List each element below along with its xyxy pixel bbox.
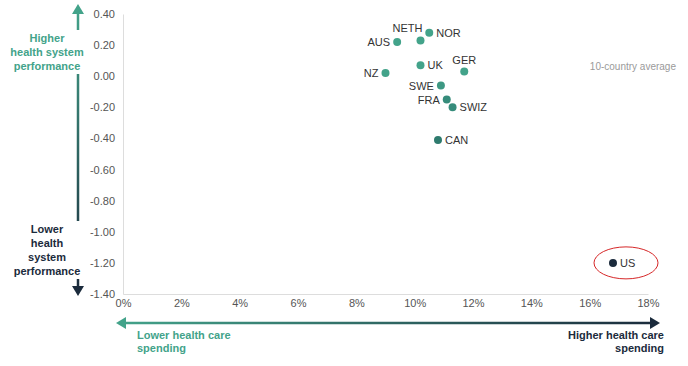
y-arrow-head-down	[72, 286, 84, 296]
point	[417, 61, 425, 69]
y-tick: -0.40	[90, 132, 123, 144]
y-tick: 0.20	[94, 39, 123, 51]
point-label: NZ	[364, 67, 379, 79]
y-axis-label: system	[28, 251, 66, 263]
x-tick-label: 10%	[404, 297, 426, 309]
x-tick-label: 4%	[232, 297, 248, 309]
y-tick-label: -0.60	[90, 164, 115, 176]
y-axis-label: Lower	[31, 223, 64, 235]
x-tick-label: 12%	[462, 297, 484, 309]
x-arrow-head-right	[650, 317, 660, 329]
x-tick: 14%	[521, 294, 543, 309]
x-tick-label: 6%	[291, 297, 307, 309]
point	[437, 82, 445, 90]
y-tick-label: -1.00	[90, 226, 115, 238]
y-tick-label: -0.40	[90, 132, 115, 144]
x-tick-label: 16%	[579, 297, 601, 309]
label-background	[12, 221, 83, 279]
point	[382, 69, 390, 77]
annotation: 10-country average	[590, 61, 677, 72]
point-label: AUS	[368, 36, 391, 48]
x-axis: 0% 2% 4% 6% 8% 10% 12% 14% 16% 18%	[116, 294, 660, 309]
y-tick: 0.40	[94, 8, 123, 20]
y-axis-label-y_high: Higher health system performance	[8, 30, 86, 74]
x-arrow-line	[124, 322, 652, 325]
point-label: NETH	[393, 22, 423, 34]
label-background	[8, 30, 86, 74]
y-tick: -1.00	[90, 226, 123, 238]
y-axis-label-y_low: Lower health system performance	[12, 221, 83, 279]
point	[609, 259, 617, 267]
x-arrow-head-left	[116, 317, 126, 329]
y-tick: -1.20	[90, 257, 123, 269]
y-tick: -0.20	[90, 101, 123, 113]
point	[449, 103, 457, 111]
x-axis-label: spending	[615, 342, 664, 354]
x-axis-label: spending	[137, 342, 186, 354]
x-axis-label: Higher health care	[568, 329, 664, 341]
point-label: NOR	[436, 27, 461, 39]
point	[425, 29, 433, 37]
x-tick: 10%	[404, 294, 426, 309]
y-axis-label: Higher	[30, 32, 66, 44]
x-tick-label: 18%	[637, 297, 659, 309]
x-axis-label: Lower health care	[137, 329, 231, 341]
point	[460, 68, 468, 76]
y-tick: -0.60	[90, 164, 123, 176]
axis-arrows	[72, 4, 660, 329]
y-tick-label: 0.40	[94, 8, 115, 20]
y-tick-label: 0.20	[94, 39, 115, 51]
x-tick: 4%	[232, 294, 248, 309]
point-label: US	[620, 257, 635, 269]
point-label: SWIZ	[460, 101, 488, 113]
x-tick-label: 2%	[174, 297, 190, 309]
chart-svg: -1.40 -1.20 -1.00 -0.80 -0.60 -0.40 -0.20 0.00 0…	[0, 0, 688, 366]
x-tick-label: 0%	[116, 297, 132, 309]
y-axis-label: health	[31, 237, 64, 249]
x-axis-line	[124, 294, 649, 295]
y-axis-label: health system	[10, 46, 84, 58]
point-label: SWE	[409, 80, 434, 92]
y-tick: -0.80	[90, 195, 123, 207]
y-tick: 0.00	[94, 70, 123, 82]
y-axis-label: performance	[14, 265, 81, 277]
point-label: GER	[452, 54, 476, 66]
x-tick: 18%	[637, 294, 659, 309]
point	[393, 38, 401, 46]
y-tick-label: -1.40	[90, 288, 115, 300]
y-arrow-head-up	[72, 4, 84, 14]
y-tick-label: 0.00	[94, 70, 115, 82]
y-axis-label: performance	[14, 60, 81, 72]
highlight-ellipse	[594, 247, 658, 279]
point-labels: AUSNETH NOR UK GER NZ SWE FRA SWIZ CAN US	[364, 22, 635, 268]
point-label: CAN	[445, 134, 468, 146]
x-tick-label: 8%	[349, 297, 365, 309]
x-tick: 12%	[462, 294, 484, 309]
x-tick-label: 14%	[521, 297, 543, 309]
y-axis-line	[123, 15, 124, 295]
x-tick: 0%	[116, 294, 132, 309]
x-tick: 2%	[174, 294, 190, 309]
x-tick: 8%	[349, 294, 365, 309]
point	[443, 96, 451, 104]
point-label: FRA	[418, 94, 441, 106]
point-label: UK	[428, 59, 444, 71]
y-tick-label: -1.20	[90, 257, 115, 269]
point	[417, 36, 425, 44]
x-tick: 6%	[291, 294, 307, 309]
y-axis: -1.40 -1.20 -1.00 -0.80 -0.60 -0.40 -0.20 0.00 0…	[90, 8, 124, 300]
point	[434, 136, 442, 144]
y-tick-label: -0.20	[90, 101, 115, 113]
points	[382, 29, 617, 267]
y-tick-label: -0.80	[90, 195, 115, 207]
x-tick: 16%	[579, 294, 601, 309]
chart-container: -1.40 -1.20 -1.00 -0.80 -0.60 -0.40 -0.20 0.00 0…	[0, 0, 688, 366]
